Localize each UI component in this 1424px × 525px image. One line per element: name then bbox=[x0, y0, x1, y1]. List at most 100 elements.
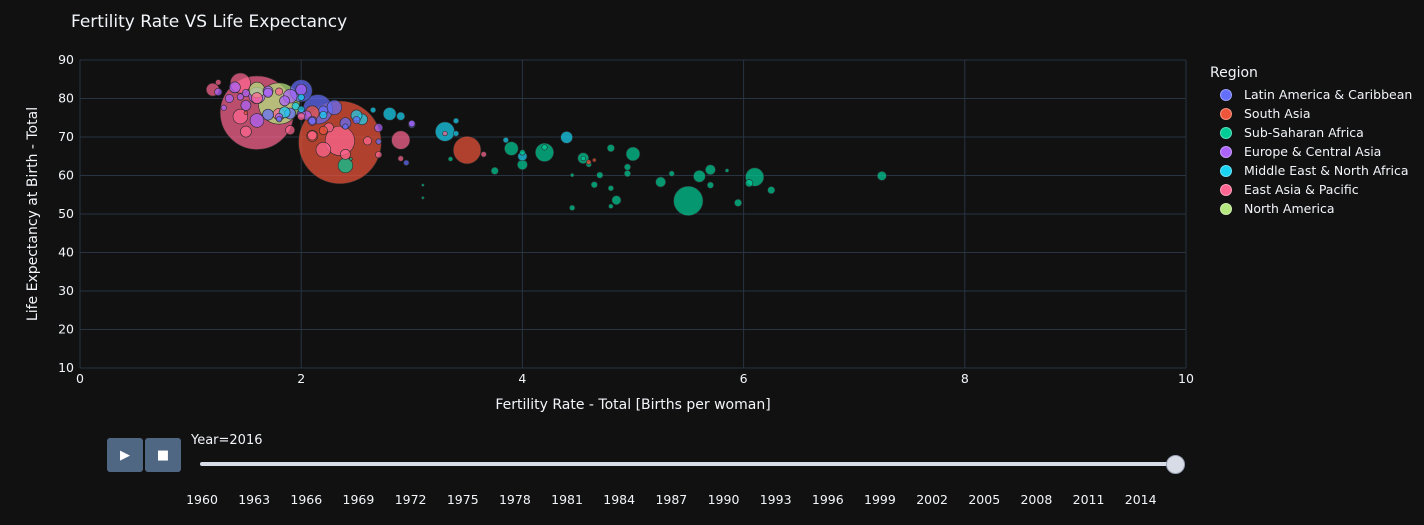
year-slider-track[interactable] bbox=[200, 462, 1176, 466]
data-point bbox=[569, 204, 576, 211]
data-point bbox=[279, 95, 290, 107]
data-point bbox=[541, 144, 548, 151]
slider-tick-label[interactable]: 1975 bbox=[446, 492, 479, 507]
legend-marker bbox=[1220, 202, 1232, 215]
data-point bbox=[308, 116, 317, 125]
data-point bbox=[241, 89, 250, 98]
data-point bbox=[236, 93, 244, 101]
y-tick-label: 10 bbox=[58, 360, 74, 375]
slider-tick-label[interactable]: 1999 bbox=[864, 492, 896, 507]
data-point bbox=[243, 110, 249, 115]
data-point bbox=[421, 196, 425, 200]
data-point bbox=[397, 155, 404, 162]
data-point bbox=[319, 111, 328, 120]
data-point bbox=[876, 170, 887, 181]
y-tick-label: 60 bbox=[58, 168, 74, 183]
legend-label: Sub-Saharan Africa bbox=[1244, 125, 1364, 140]
x-tick-label: 2 bbox=[297, 371, 305, 386]
data-point bbox=[276, 116, 283, 123]
legend-item[interactable]: Latin America & Caribbean bbox=[1210, 85, 1412, 104]
data-point bbox=[706, 181, 714, 189]
y-axis-title: Life Expectancy at Birth - Total bbox=[25, 107, 41, 321]
data-point bbox=[767, 186, 776, 195]
stop-icon: ■ bbox=[156, 447, 170, 463]
slider-tick-label[interactable]: 1966 bbox=[290, 492, 323, 507]
y-tick-label: 80 bbox=[58, 91, 74, 106]
x-tick-label: 10 bbox=[1178, 371, 1194, 386]
slider-tick-label[interactable]: 2002 bbox=[916, 492, 948, 507]
data-point bbox=[502, 137, 509, 144]
slider-tick-label[interactable]: 1969 bbox=[342, 492, 375, 507]
data-point bbox=[745, 179, 754, 188]
chart-title: Fertility Rate VS Life Expectancy bbox=[71, 12, 348, 32]
x-axis-title: Fertility Rate - Total [Births per woman… bbox=[495, 397, 770, 413]
data-point bbox=[370, 106, 377, 114]
legend-item[interactable]: Sub-Saharan Africa bbox=[1210, 123, 1412, 142]
legend-marker bbox=[1220, 183, 1232, 196]
data-point bbox=[396, 111, 406, 121]
data-point bbox=[275, 87, 284, 96]
play-button[interactable]: ▶ bbox=[107, 438, 143, 472]
data-point bbox=[326, 99, 343, 116]
legend-item[interactable]: North America bbox=[1210, 199, 1412, 218]
data-point bbox=[375, 138, 382, 145]
slider-tick-label[interactable]: 1972 bbox=[394, 492, 427, 507]
data-point bbox=[452, 130, 460, 137]
data-point bbox=[214, 87, 223, 96]
slider-tick-label[interactable]: 1984 bbox=[603, 492, 636, 507]
data-point bbox=[480, 151, 487, 158]
data-point bbox=[340, 148, 351, 160]
data-point bbox=[251, 92, 263, 104]
slider-tick-label[interactable]: 1981 bbox=[551, 492, 583, 507]
legend-title: Region bbox=[1210, 65, 1258, 81]
legend-item[interactable]: Middle East & North Africa bbox=[1210, 161, 1412, 180]
data-point bbox=[504, 141, 519, 156]
slider-tick-label[interactable]: 1990 bbox=[707, 492, 740, 507]
legend-label: Latin America & Caribbean bbox=[1244, 87, 1413, 102]
slider-tick-label[interactable]: 1978 bbox=[498, 492, 531, 507]
legend-marker bbox=[1220, 164, 1232, 177]
y-tick-label: 50 bbox=[58, 206, 74, 221]
data-point bbox=[408, 120, 416, 128]
legend-marker bbox=[1220, 107, 1232, 120]
slider-tick-label[interactable]: 1996 bbox=[811, 492, 844, 507]
data-point bbox=[560, 131, 573, 144]
stop-button[interactable]: ■ bbox=[145, 438, 181, 472]
data-point bbox=[580, 155, 586, 162]
data-point bbox=[570, 172, 575, 178]
data-point bbox=[623, 163, 631, 171]
data-point bbox=[349, 157, 353, 161]
data-point bbox=[229, 81, 241, 94]
slider-tick-label[interactable]: 1960 bbox=[186, 492, 218, 507]
data-point bbox=[363, 136, 372, 146]
data-point bbox=[375, 151, 383, 159]
x-tick-label: 4 bbox=[518, 371, 526, 386]
legend-item[interactable]: South Asia bbox=[1210, 104, 1412, 123]
data-point bbox=[453, 135, 482, 165]
data-point bbox=[608, 203, 614, 209]
data-point bbox=[596, 171, 604, 179]
slider-tick-label[interactable]: 2008 bbox=[1020, 492, 1053, 507]
slider-tick-label[interactable]: 2011 bbox=[1072, 492, 1105, 507]
x-tick-label: 6 bbox=[740, 371, 748, 386]
legend-item[interactable]: Europe & Central Asia bbox=[1210, 142, 1412, 161]
legend-marker bbox=[1220, 126, 1232, 139]
slider-tick-label[interactable]: 1993 bbox=[759, 492, 792, 507]
data-point bbox=[324, 125, 355, 156]
legend-label: North America bbox=[1244, 201, 1335, 216]
slider-tick-label[interactable]: 2014 bbox=[1124, 492, 1157, 507]
data-point bbox=[318, 126, 328, 135]
y-tick-label: 90 bbox=[58, 52, 74, 67]
data-point bbox=[590, 181, 598, 189]
data-point bbox=[249, 113, 265, 128]
data-point bbox=[452, 117, 460, 124]
data-point bbox=[391, 130, 411, 150]
y-tick-label: 40 bbox=[58, 245, 74, 260]
slider-tick-label[interactable]: 2005 bbox=[968, 492, 1001, 507]
slider-tick-label[interactable]: 1963 bbox=[238, 492, 271, 507]
year-slider-handle[interactable] bbox=[1166, 455, 1185, 474]
slider-tick-label[interactable]: 1987 bbox=[655, 492, 688, 507]
legend-item[interactable]: East Asia & Pacific bbox=[1210, 180, 1412, 199]
data-point bbox=[724, 168, 730, 173]
